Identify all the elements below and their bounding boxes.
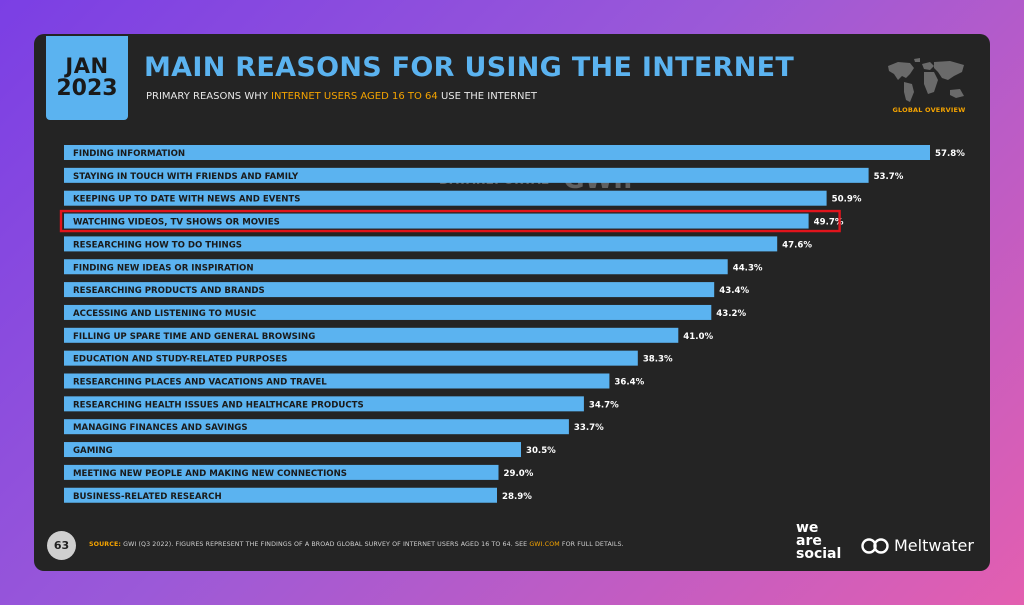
value-label: 38.3% [643, 355, 673, 365]
value-label: 29.0% [503, 469, 533, 479]
bar-chart: FINDING INFORMATION 57.8% STAYING IN TOUCH… [59, 145, 965, 503]
date-badge: JAN 2023 [46, 36, 128, 120]
source-link[interactable]: GWI.COM [529, 541, 560, 548]
category-label: FINDING INFORMATION [73, 149, 185, 159]
value-label: 50.9% [832, 195, 862, 205]
bar [64, 327, 679, 343]
bar-row: FINDING NEW IDEAS OR INSPIRATION 44.3% [64, 259, 763, 275]
bar-row: RESEARCHING HOW TO DO THINGS 47.6% [64, 236, 812, 252]
bar-row: STAYING IN TOUCH WITH FRIENDS AND FAMILY… [64, 167, 904, 183]
value-label: 49.7% [814, 218, 844, 228]
bar-row: BUSINESS-RELATED RESEARCH 28.9% [64, 487, 532, 503]
chart-subtitle: PRIMARY REASONS WHY INTERNET USERS AGED … [146, 91, 537, 102]
bar [64, 282, 715, 298]
category-label: RESEARCHING HEALTH ISSUES AND HEALTHCARE… [73, 400, 364, 410]
bar-row: RESEARCHING HEALTH ISSUES AND HEALTHCARE… [64, 396, 619, 412]
brand-meltwater: Meltwater [894, 536, 974, 555]
source-note: SOURCE: GWI (Q3 2022). FIGURES REPRESENT… [89, 541, 624, 548]
subtitle-pre: PRIMARY REASONS WHY [146, 91, 272, 102]
category-label: MANAGING FINANCES AND SAVINGS [73, 423, 248, 433]
category-label: FILLING UP SPARE TIME AND GENERAL BROWSI… [73, 332, 315, 342]
value-label: 28.9% [502, 492, 532, 502]
global-overview-label: GLOBAL OVERVIEW [892, 106, 966, 114]
category-label: RESEARCHING PRODUCTS AND BRANDS [73, 286, 265, 296]
bar [64, 419, 569, 435]
subtitle-post: USE THE INTERNET [437, 91, 537, 102]
value-label: 53.7% [874, 172, 904, 182]
bar-row: WATCHING VIDEOS, TV SHOWS OR MOVIES 49.7% [59, 209, 844, 233]
value-label: 43.2% [716, 309, 746, 319]
bar-row: MANAGING FINANCES AND SAVINGS 33.7% [64, 419, 604, 435]
category-label: EDUCATION AND STUDY-RELATED PURPOSES [73, 355, 287, 365]
bar [64, 487, 497, 503]
value-label: 57.8% [935, 149, 965, 159]
source-text: GWI (Q3 2022). FIGURES REPRESENT THE FIN… [121, 541, 530, 548]
value-label: 47.6% [782, 240, 812, 250]
value-label: 41.0% [683, 332, 713, 342]
category-label: KEEPING UP TO DATE WITH NEWS AND EVENTS [73, 195, 300, 205]
bar [64, 350, 638, 366]
page-number: 63 [47, 531, 76, 560]
category-label: ACCESSING AND LISTENING TO MUSIC [73, 309, 256, 319]
bar [64, 396, 584, 412]
world-map-icon [884, 56, 970, 108]
bar [64, 213, 809, 229]
subtitle-highlight: INTERNET USERS AGED 16 TO 64 [271, 91, 438, 102]
slide-panel: JAN 2023 MAIN REASONS FOR USING THE INTE… [34, 34, 990, 571]
category-label: RESEARCHING HOW TO DO THINGS [73, 240, 242, 250]
brand-are: are [796, 533, 822, 549]
brand-social: social [796, 546, 842, 562]
date-month: JAN [65, 54, 109, 79]
value-label: 43.4% [719, 286, 749, 296]
category-label: MEETING NEW PEOPLE AND MAKING NEW CONNEC… [73, 469, 347, 479]
highlight-outline [59, 209, 841, 233]
bar [64, 464, 499, 480]
we-are-social-logo: we are social [796, 520, 842, 562]
value-label: 30.5% [526, 446, 556, 456]
category-label: WATCHING VIDEOS, TV SHOWS OR MOVIES [73, 218, 280, 228]
bar-row: MEETING NEW PEOPLE AND MAKING NEW CONNEC… [64, 464, 534, 480]
value-label: 34.7% [589, 400, 619, 410]
source-tail: FOR FULL DETAILS. [559, 541, 624, 548]
bar-row: FINDING INFORMATION 57.8% [64, 145, 965, 160]
bar [64, 236, 778, 252]
bar [64, 190, 827, 206]
bar-row: KEEPING UP TO DATE WITH NEWS AND EVENTS 5… [64, 190, 862, 206]
bar [64, 304, 712, 320]
bar [64, 259, 728, 275]
category-label: RESEARCHING PLACES AND VACATIONS AND TRA… [73, 378, 327, 388]
source-label: SOURCE: [89, 541, 121, 548]
brand-we: we [796, 520, 819, 536]
meltwater-icon [861, 537, 889, 554]
category-label: BUSINESS-RELATED RESEARCH [73, 492, 222, 502]
value-label: 44.3% [733, 263, 763, 273]
category-label: GAMING [73, 446, 113, 456]
bar-row: RESEARCHING PLACES AND VACATIONS AND TRA… [64, 373, 645, 389]
bar-row: ACCESSING AND LISTENING TO MUSIC 43.2% [64, 304, 746, 320]
bar [64, 167, 869, 183]
value-label: 36.4% [614, 378, 644, 388]
date-year: 2023 [56, 76, 118, 102]
bar-row: EDUCATION AND STUDY-RELATED PURPOSES 38.3… [64, 350, 673, 366]
chart-title: MAIN REASONS FOR USING THE INTERNET [144, 52, 795, 83]
meltwater-logo: Meltwater [860, 536, 974, 555]
bar [64, 145, 930, 160]
category-label: STAYING IN TOUCH WITH FRIENDS AND FAMILY [73, 172, 299, 182]
bar-row: RESEARCHING PRODUCTS AND BRANDS 43.4% [64, 282, 749, 298]
value-label: 33.7% [574, 423, 604, 433]
bar [64, 442, 521, 458]
bar-row: FILLING UP SPARE TIME AND GENERAL BROWSI… [64, 327, 713, 343]
bar [64, 373, 610, 389]
bar-row: GAMING 30.5% [64, 442, 556, 458]
category-label: FINDING NEW IDEAS OR INSPIRATION [73, 263, 254, 273]
